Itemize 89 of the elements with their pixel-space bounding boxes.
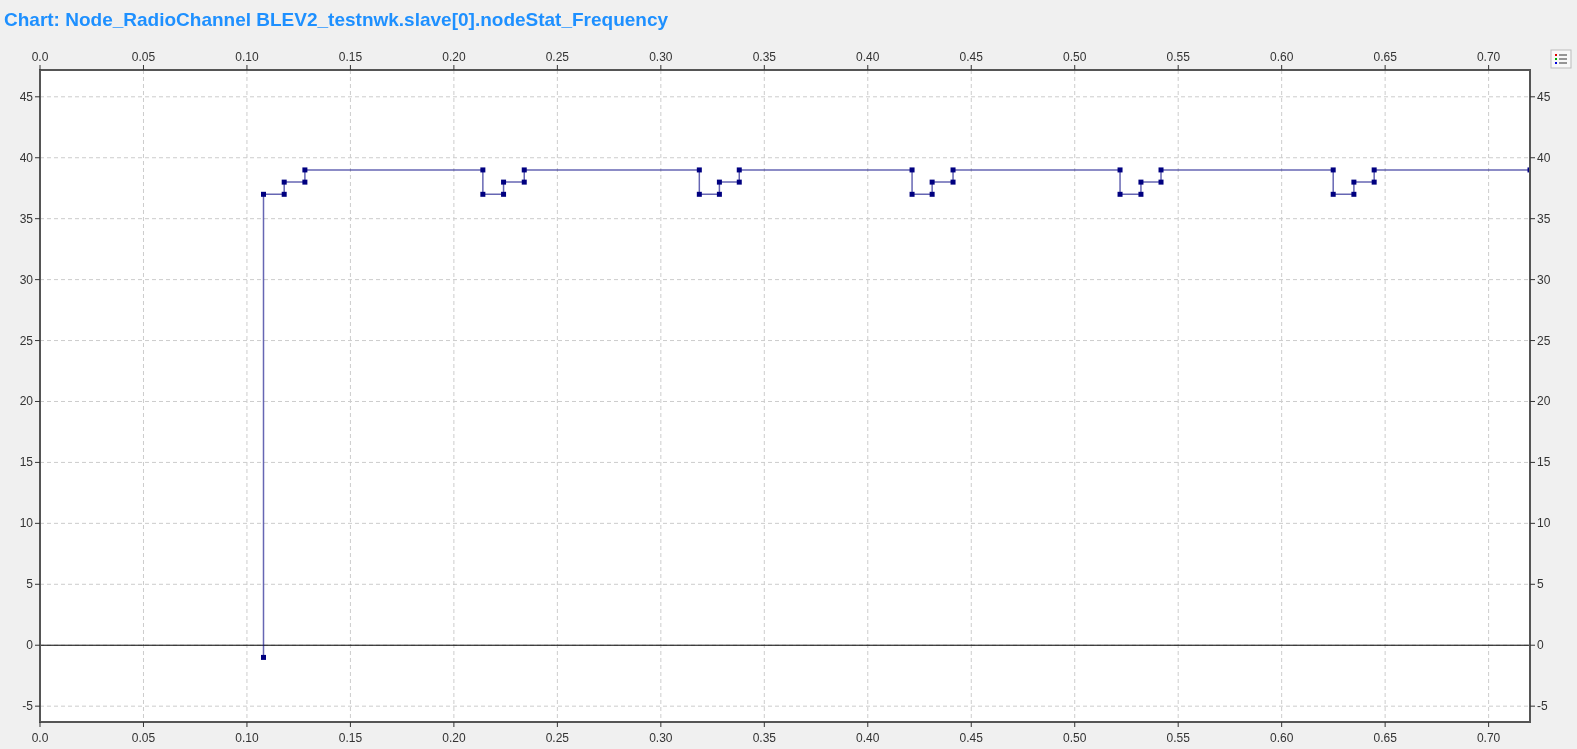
x2-tick-label: 0.45 [959, 731, 984, 745]
point [1371, 179, 1377, 185]
x-tick-label: 0.10 [235, 50, 259, 64]
x2-tick-label: 0.50 [1063, 731, 1087, 745]
point [909, 191, 915, 197]
point [716, 179, 722, 185]
point [521, 179, 527, 185]
y-tick-label: -5 [22, 699, 34, 714]
point [696, 167, 702, 173]
x-tick-label: 0.05 [131, 50, 156, 64]
y-tick-label: 5 [26, 577, 34, 592]
x-tick-label: 0.15 [338, 50, 363, 64]
y2-tick-label: -5 [1537, 699, 1548, 714]
point [1371, 167, 1377, 173]
point [929, 179, 935, 185]
x2-tick-label: 0.25 [545, 731, 570, 745]
x2-tick-label: 0.55 [1166, 731, 1191, 745]
y-tick-label: 10 [19, 516, 34, 531]
point [1351, 191, 1357, 197]
point [736, 179, 742, 185]
x-tick-label: 0.60 [1269, 50, 1294, 64]
x-tick-label: 0.20 [442, 50, 466, 64]
x2-tick-label: 0.40 [856, 731, 880, 745]
y-tick-label: 20 [19, 394, 34, 409]
point [281, 179, 287, 185]
x-tick-label: 0.45 [959, 50, 984, 64]
x2-tick-label: 0.30 [649, 731, 673, 745]
point [950, 179, 956, 185]
x-tick-label: 0.35 [752, 50, 777, 64]
x-tick-label: 0.55 [1166, 50, 1191, 64]
x-tick-label: 0.30 [649, 50, 673, 64]
point [480, 167, 486, 173]
point [501, 179, 507, 185]
point [521, 167, 527, 173]
y2-tick-label: 25 [1537, 333, 1551, 348]
y-tick-label: 25 [19, 333, 34, 348]
point [261, 654, 266, 660]
point [696, 191, 702, 197]
y2-tick-label: 45 [1537, 89, 1551, 104]
point [1117, 167, 1123, 173]
x2-tick-label: 0.70 [1476, 731, 1501, 745]
x-tick-label: 0.0 [31, 50, 49, 64]
point [480, 191, 486, 197]
y-tick-label: 15 [19, 455, 34, 470]
point [1158, 179, 1164, 185]
y-tick-label: 35 [19, 211, 34, 226]
point [302, 167, 308, 173]
point [1138, 179, 1144, 185]
y2-tick-label: 5 [1537, 577, 1544, 592]
point [736, 167, 742, 173]
point [716, 191, 722, 197]
point [1351, 179, 1357, 185]
y2-tick-label: 0 [1537, 638, 1544, 653]
x-tick-label: 0.70 [1476, 50, 1501, 64]
point [1158, 167, 1164, 173]
point [261, 191, 266, 197]
x2-tick-label: 0.0 [31, 731, 49, 745]
point [302, 179, 308, 185]
y2-tick-label: 20 [1537, 394, 1551, 409]
point [1117, 191, 1123, 197]
x2-tick-label: 0.05 [131, 731, 156, 745]
point [1330, 191, 1336, 197]
point [909, 167, 915, 173]
x-tick-label: 0.40 [856, 50, 880, 64]
x2-tick-label: 0.10 [235, 731, 259, 745]
chart-title: Chart: Node_RadioChannel BLEV2_testnwk.slave[0].nodeStat_Frequency [4, 9, 669, 30]
point [1138, 191, 1144, 197]
x-tick-label: 0.65 [1373, 50, 1398, 64]
y-tick-label: 30 [19, 272, 34, 287]
point [281, 191, 287, 197]
y-tick-label: 45 [19, 89, 34, 104]
point [1330, 167, 1336, 173]
x2-tick-label: 0.15 [338, 731, 363, 745]
x2-tick-label: 0.35 [752, 731, 777, 745]
y-tick-label: 0 [26, 638, 34, 653]
x-tick-label: 0.25 [545, 50, 570, 64]
y-tick-label: 40 [19, 150, 34, 165]
point [950, 167, 956, 173]
y2-tick-label: 35 [1537, 211, 1551, 226]
y2-tick-label: 30 [1537, 272, 1551, 287]
point [929, 191, 935, 197]
x2-tick-label: 0.60 [1269, 731, 1294, 745]
y2-tick-label: 10 [1537, 516, 1551, 531]
x2-tick-label: 0.20 [442, 731, 466, 745]
x-tick-label: 0.50 [1063, 50, 1087, 64]
x2-tick-label: 0.65 [1373, 731, 1398, 745]
y2-tick-label: 40 [1537, 150, 1551, 165]
point [501, 191, 507, 197]
y2-tick-label: 15 [1537, 455, 1551, 470]
